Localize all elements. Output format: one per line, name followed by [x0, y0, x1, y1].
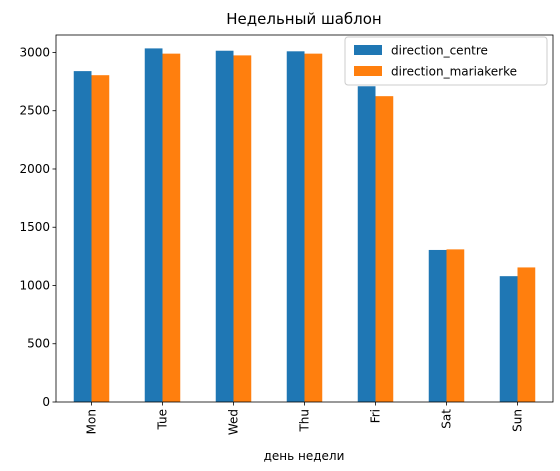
bar-direction_mariakerke-Thu	[304, 53, 323, 403]
x-tick-label: Sat	[440, 409, 454, 429]
y-tick-label: 2500	[19, 104, 50, 118]
y-tick-label: 1500	[19, 220, 50, 234]
bar-direction_centre-Tue	[144, 48, 163, 403]
x-tick-label: Tue	[156, 409, 170, 431]
y-tick-label: 0	[42, 395, 50, 409]
y-axis: 0 500 1000 1500 2000 2500 3000	[19, 45, 56, 409]
bar-direction_centre-Sun	[499, 276, 518, 402]
bar-direction_mariakerke-Sun	[517, 267, 536, 402]
chart-title: Недельный шаблон	[226, 10, 381, 28]
x-axis: Mon Tue Wed Thu Fri Sat Sun	[85, 402, 525, 435]
bar-direction_centre-Thu	[286, 51, 305, 403]
y-tick-label: 500	[27, 337, 50, 351]
bar-direction_mariakerke-Fri	[375, 96, 394, 403]
x-tick-label: Mon	[85, 409, 99, 434]
y-tick-label: 2000	[19, 162, 50, 176]
x-tick-label: Sun	[511, 409, 525, 432]
x-tick-label: Thu	[298, 409, 312, 433]
legend-label-direction_centre: direction_centre	[391, 44, 488, 58]
bar-direction_mariakerke-Wed	[233, 55, 252, 403]
x-tick-label: Fri	[369, 409, 383, 423]
bar-direction_centre-Mon	[73, 71, 92, 402]
legend: direction_centre direction_mariakerke	[344, 36, 548, 86]
x-tick-label: Wed	[227, 409, 241, 435]
bar-direction_mariakerke-Tue	[162, 53, 181, 403]
legend-label-direction_mariakerke: direction_mariakerke	[391, 65, 517, 79]
y-tick-label: 3000	[19, 45, 50, 59]
plot-frame	[55, 34, 554, 403]
y-tick-label: 1000	[19, 278, 50, 292]
legend-swatch-direction_mariakerke	[354, 66, 382, 76]
plot-area	[73, 48, 536, 403]
legend-swatch-direction_centre	[354, 45, 382, 55]
bar-direction_centre-Fri	[357, 86, 376, 402]
bar-direction_mariakerke-Mon	[91, 75, 110, 402]
bar-direction_mariakerke-Sat	[446, 249, 465, 402]
legend-box	[344, 36, 548, 86]
x-axis-label: день недели	[264, 449, 345, 463]
bar-direction_centre-Sat	[428, 249, 447, 402]
bar-direction_centre-Wed	[215, 50, 234, 402]
